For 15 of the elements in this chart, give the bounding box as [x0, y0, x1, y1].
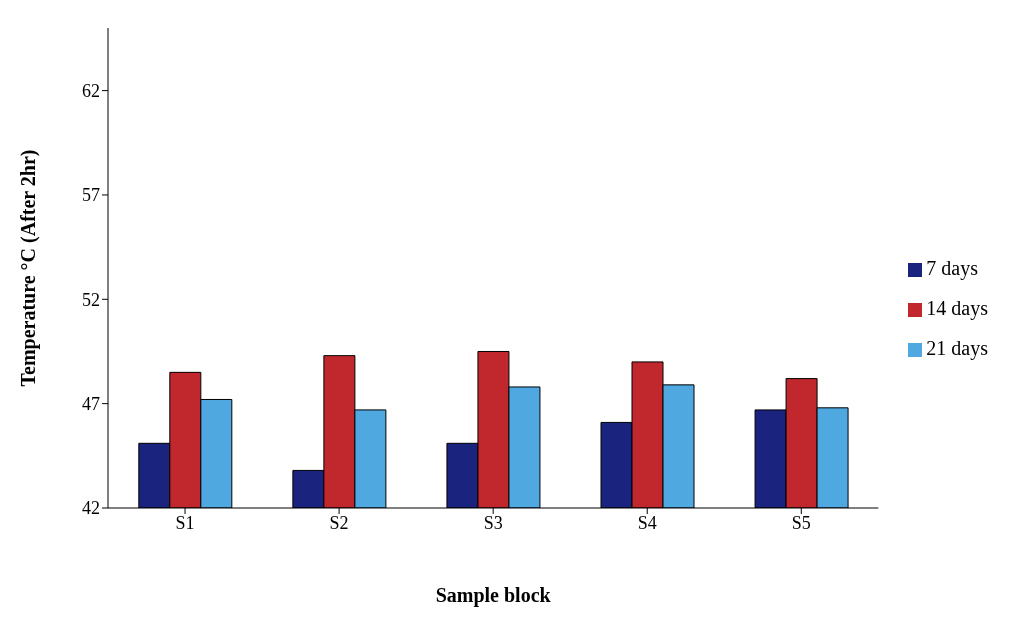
x-tick-label: S2 [329, 512, 349, 533]
x-axis-title: Sample block [435, 584, 552, 608]
y-tick-label: 42 [82, 498, 100, 519]
y-tick-label: 57 [82, 185, 100, 206]
x-tick-label: S4 [637, 512, 657, 533]
y-tick-label: 52 [82, 289, 100, 310]
y-tick-label: 62 [82, 81, 100, 101]
x-tick-label: S1 [175, 512, 195, 533]
legend-label: 14 days [926, 297, 988, 319]
legend-label: 21 days [926, 337, 988, 359]
y-tick-label: 47 [82, 394, 100, 415]
y-axis-title: Temperature °C (After 2hr) [17, 149, 41, 387]
x-tick-label: S5 [791, 512, 811, 533]
legend-label: 7 days [926, 257, 978, 279]
x-tick-label: S3 [483, 512, 503, 533]
